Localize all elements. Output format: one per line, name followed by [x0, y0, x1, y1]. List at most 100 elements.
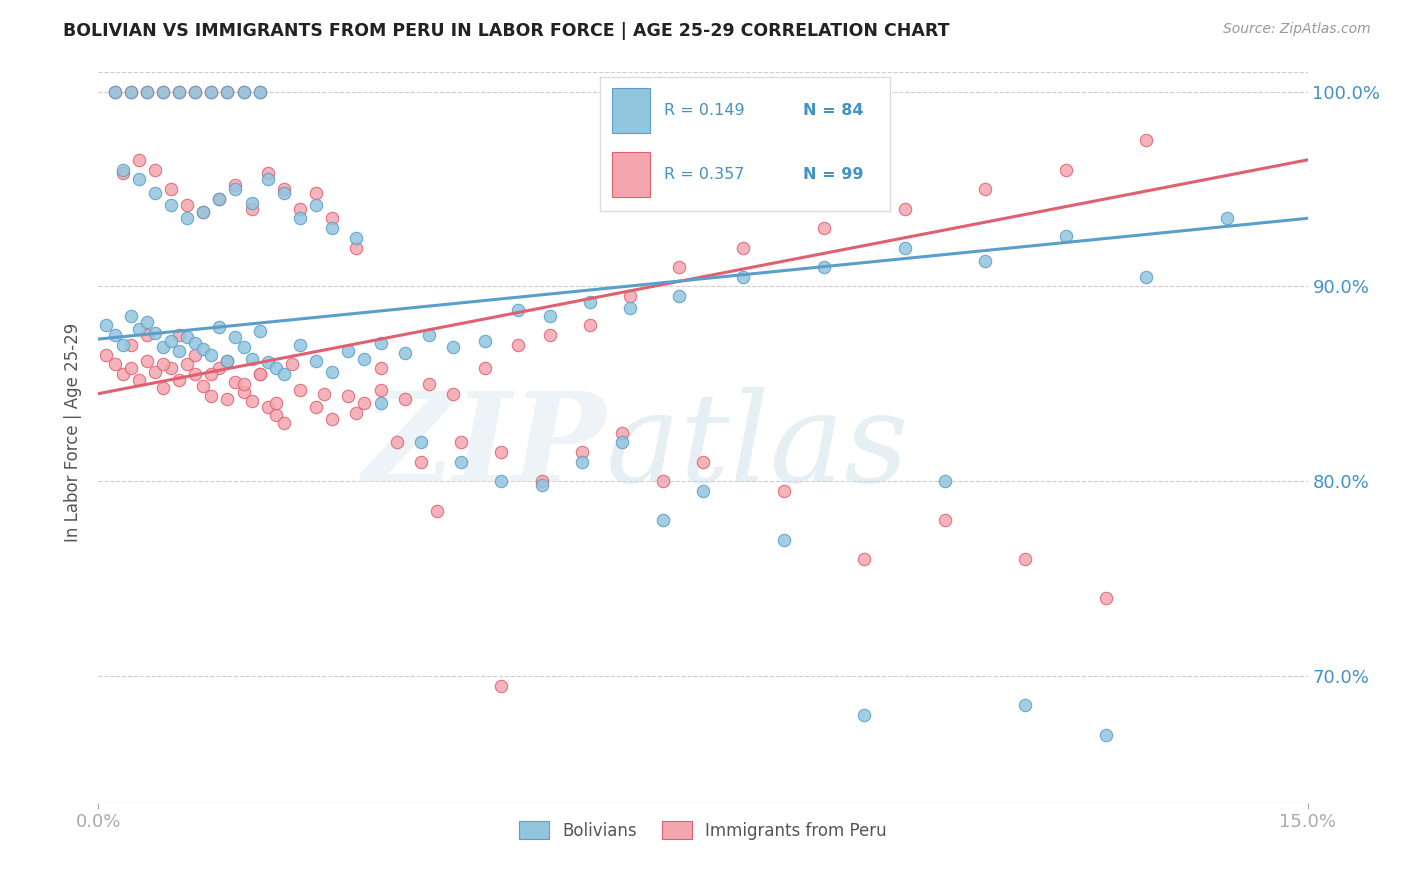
Point: [217, 353, 239, 368]
Point: [612, 435, 634, 450]
Point: [305, 197, 328, 211]
Point: [772, 484, 794, 499]
Point: [314, 386, 336, 401]
Point: [288, 338, 311, 352]
Point: [256, 401, 278, 415]
Point: [273, 367, 295, 381]
Text: BOLIVIAN VS IMMIGRANTS FROM PERU IN LABOR FORCE | AGE 25-29 CORRELATION CHART: BOLIVIAN VS IMMIGRANTS FROM PERU IN LABO…: [63, 22, 950, 40]
Point: [224, 330, 246, 344]
Point: [450, 435, 472, 450]
Point: [160, 361, 183, 376]
Point: [305, 353, 328, 368]
Point: [692, 455, 714, 469]
Point: [232, 384, 254, 399]
Point: [1135, 133, 1157, 147]
Point: [264, 361, 287, 376]
Point: [111, 166, 134, 180]
Point: [193, 205, 215, 219]
Point: [167, 85, 190, 99]
Point: [370, 361, 392, 376]
Point: [893, 202, 915, 216]
Point: [111, 367, 134, 381]
Point: [176, 330, 198, 344]
Point: [974, 254, 997, 268]
Point: [128, 373, 150, 387]
Point: [135, 328, 157, 343]
Point: [409, 435, 432, 450]
Point: [571, 445, 593, 459]
Point: [200, 388, 222, 402]
Point: [240, 195, 263, 210]
Point: [1014, 698, 1036, 713]
Point: [692, 484, 714, 499]
Point: [167, 343, 190, 358]
Point: [193, 342, 215, 356]
Point: [120, 338, 142, 352]
Text: Source: ZipAtlas.com: Source: ZipAtlas.com: [1223, 22, 1371, 37]
Point: [120, 309, 142, 323]
Point: [152, 358, 174, 372]
Point: [353, 396, 375, 410]
Point: [1095, 591, 1118, 606]
Point: [193, 205, 215, 219]
Point: [530, 475, 553, 489]
Point: [224, 178, 246, 193]
Point: [264, 396, 287, 410]
Point: [273, 186, 295, 200]
Point: [224, 182, 246, 196]
Point: [135, 314, 157, 328]
Point: [491, 445, 513, 459]
Point: [160, 334, 183, 348]
Point: [249, 367, 271, 381]
Point: [217, 392, 239, 407]
Point: [193, 379, 215, 393]
Point: [111, 162, 134, 177]
Point: [491, 475, 513, 489]
Point: [418, 328, 440, 343]
Point: [176, 211, 198, 226]
Point: [305, 186, 328, 200]
Point: [668, 260, 690, 274]
Point: [344, 240, 367, 254]
Point: [249, 367, 271, 381]
Point: [441, 340, 464, 354]
Point: [160, 197, 183, 211]
Point: [733, 269, 755, 284]
Point: [506, 302, 529, 317]
Point: [288, 202, 311, 216]
Text: ZIP: ZIP: [363, 386, 606, 508]
Point: [232, 85, 254, 99]
Point: [1216, 211, 1239, 226]
Point: [167, 373, 190, 387]
Point: [184, 336, 207, 351]
Point: [103, 85, 125, 99]
Point: [96, 348, 118, 362]
Point: [353, 351, 375, 366]
Point: [1014, 552, 1036, 566]
Point: [394, 392, 416, 407]
Point: [370, 396, 392, 410]
Point: [288, 383, 311, 397]
Point: [491, 679, 513, 693]
Point: [152, 85, 174, 99]
Point: [321, 221, 343, 235]
Point: [232, 340, 254, 354]
Point: [853, 708, 876, 723]
Point: [208, 192, 231, 206]
Point: [200, 348, 222, 362]
Point: [103, 85, 125, 99]
Point: [135, 353, 157, 368]
Point: [208, 192, 231, 206]
Point: [200, 85, 222, 99]
Point: [96, 318, 118, 333]
Point: [273, 182, 295, 196]
Point: [530, 478, 553, 492]
Point: [217, 85, 239, 99]
Point: [120, 85, 142, 99]
Point: [208, 361, 231, 376]
Legend: Bolivians, Immigrants from Peru: Bolivians, Immigrants from Peru: [512, 814, 894, 847]
Point: [668, 289, 690, 303]
Point: [249, 324, 271, 338]
Point: [240, 202, 263, 216]
Point: [200, 85, 222, 99]
